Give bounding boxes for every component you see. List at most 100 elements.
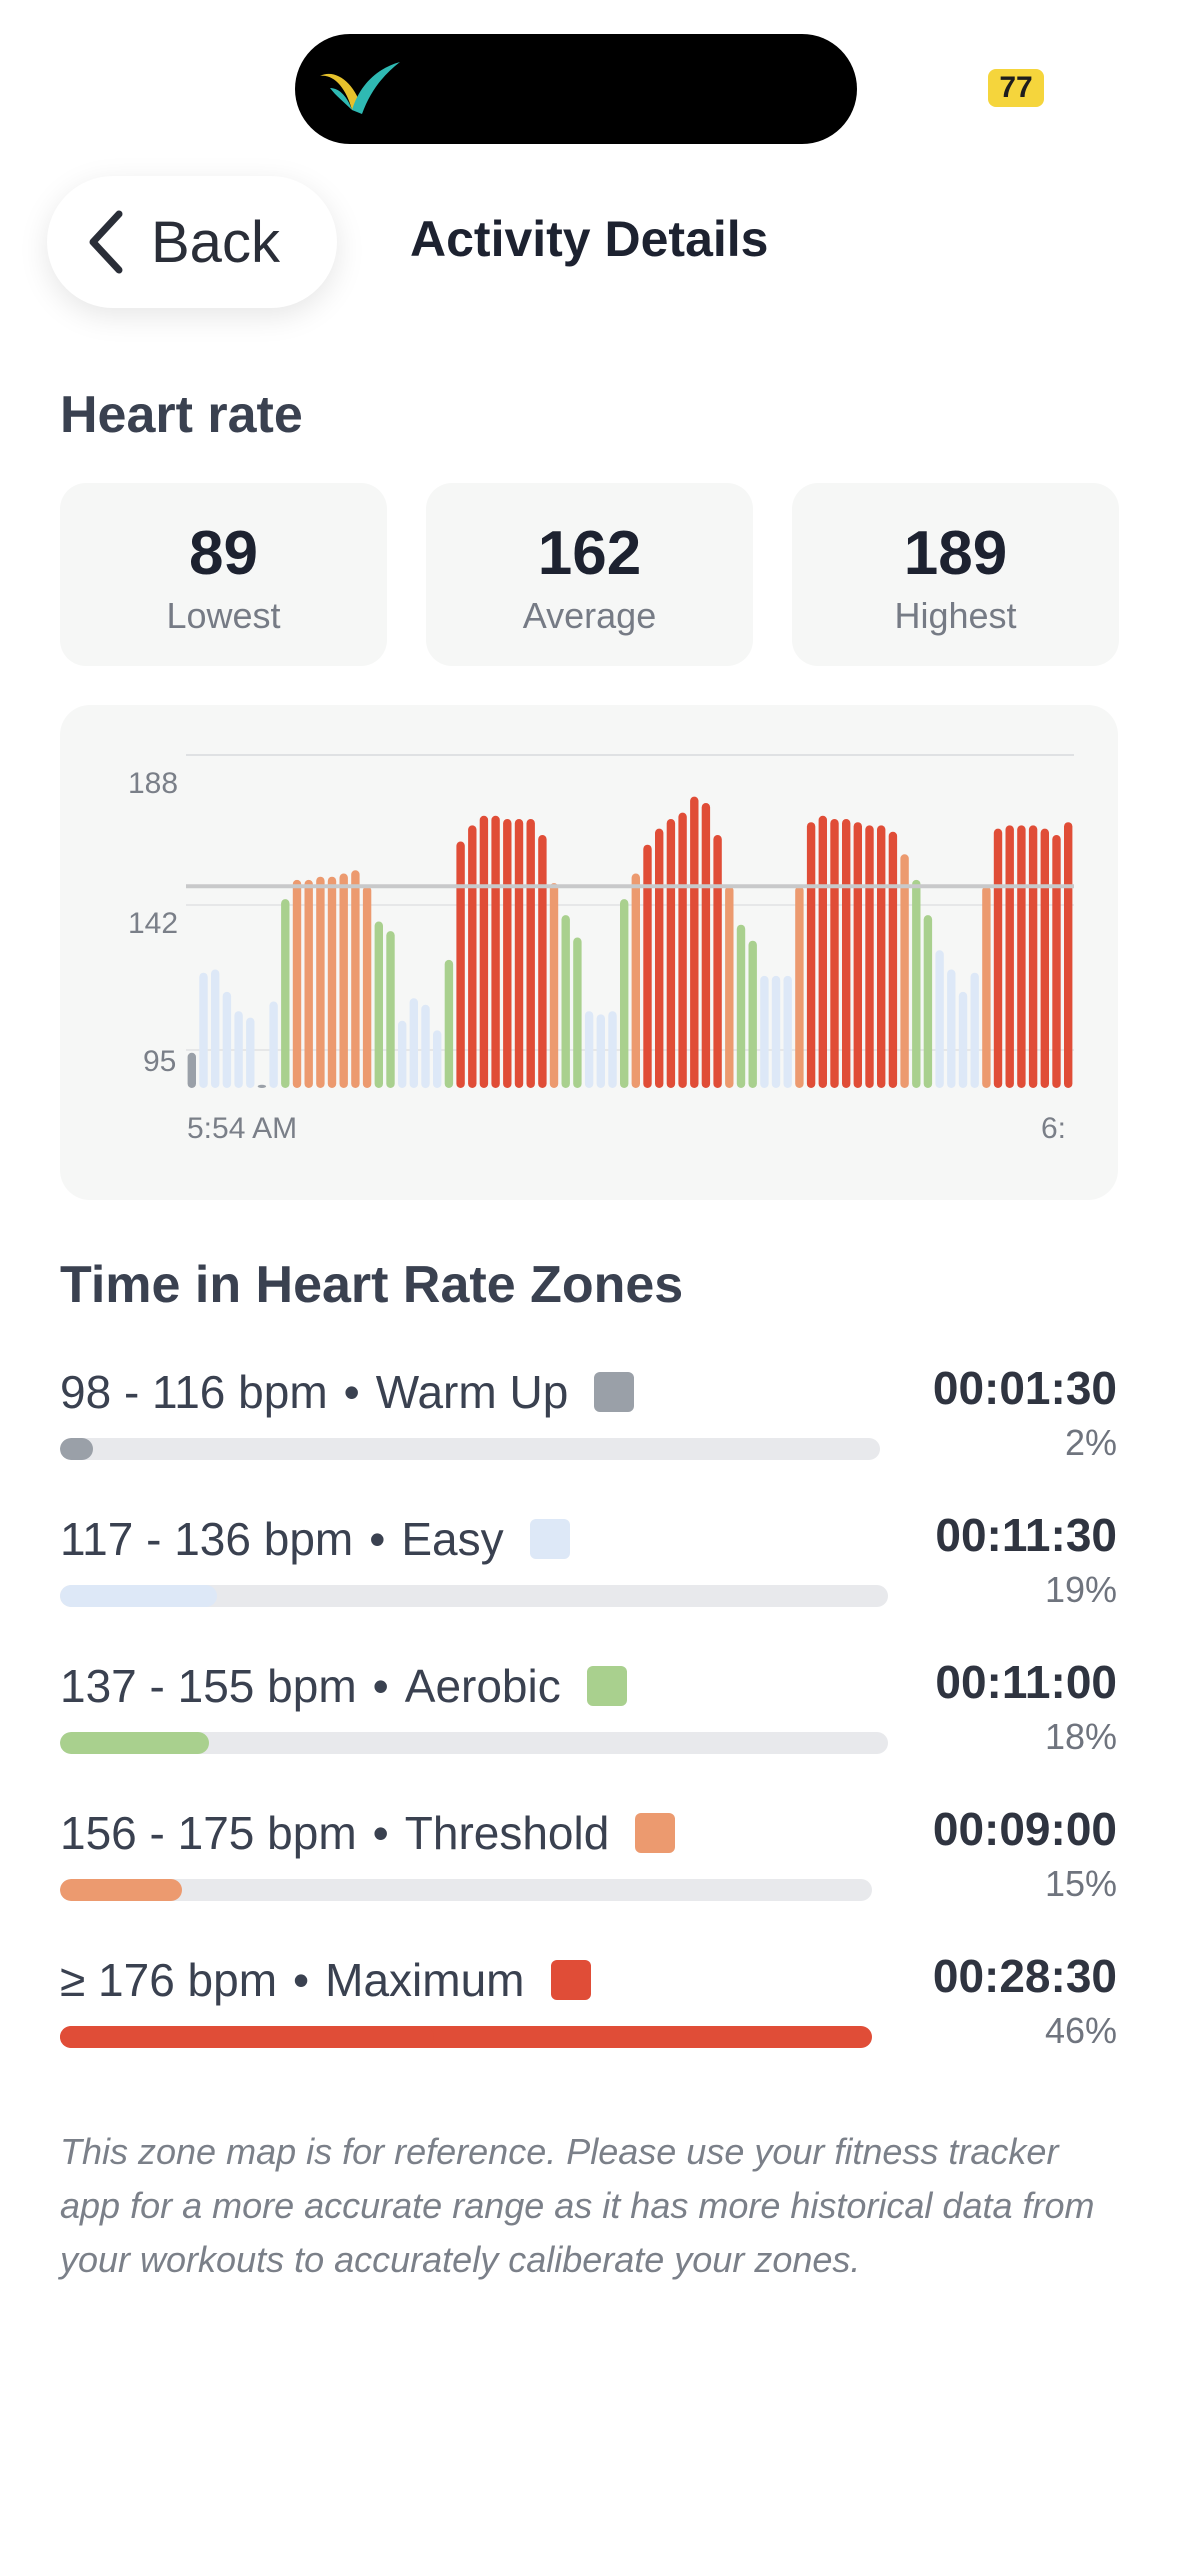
y-tick-label: 95	[143, 1045, 176, 1078]
heart-rate-title: Heart rate	[60, 386, 303, 444]
heart-rate-bar	[993, 828, 1003, 1088]
zone-progress-bar	[60, 2026, 872, 2048]
heart-rate-bar	[806, 822, 816, 1088]
heart-rate-bar	[351, 870, 360, 1088]
zone-progress-fill	[60, 1438, 93, 1460]
heart-rate-bar	[631, 873, 640, 1088]
heart-rate-bar	[549, 883, 559, 1088]
heart-rate-chart-svg: 188 142 95 5:54 AM 6:	[128, 754, 1074, 1145]
zone-color-swatch	[550, 1960, 591, 2000]
heart-rate-bar	[187, 1052, 196, 1088]
heart-rate-bar	[760, 975, 769, 1088]
heart-rate-bar	[690, 796, 699, 1088]
heart-rate-bar	[877, 825, 886, 1088]
heart-rate-bar	[842, 819, 851, 1088]
x-tick-label: 6:	[1041, 1112, 1066, 1145]
zone-label: ≥ 176 bpm • Maximum	[60, 1953, 591, 2007]
heart-rate-bar	[620, 899, 629, 1088]
heart-rate-bar	[292, 879, 302, 1088]
heart-rate-bar	[783, 975, 792, 1088]
stat-average: 162 Average	[426, 483, 753, 666]
heart-rate-bar	[900, 854, 909, 1088]
zone-name: Maximum	[325, 1954, 525, 2006]
heart-rate-bar	[409, 998, 418, 1088]
zone-label: 117 - 136 bpm • Easy	[60, 1512, 570, 1566]
zone-name: Warm Up	[375, 1366, 569, 1418]
stat-value: 162	[537, 519, 642, 588]
disclaimer: This zone map is for reference. Please u…	[60, 2131, 1095, 2280]
heart-rate-bar	[339, 873, 348, 1088]
heart-rate-bar	[853, 822, 862, 1088]
stat-label: Average	[522, 595, 657, 636]
stat-value: 189	[903, 519, 1008, 588]
heart-rate-bar	[795, 886, 804, 1088]
zone-name: Threshold	[404, 1807, 610, 1859]
heart-rate-bar	[269, 1001, 278, 1088]
stat-value: 89	[189, 519, 258, 588]
zone-separator: •	[372, 1807, 389, 1859]
heart-rate-bar	[561, 915, 570, 1088]
zone-percent: 15%	[1044, 1863, 1117, 1904]
zone-range: 98 - 116 bpm	[60, 1366, 328, 1418]
heart-rate-bar	[281, 899, 290, 1088]
heart-rate-bar	[666, 819, 676, 1088]
heart-rate-bar	[970, 972, 979, 1088]
heart-rate-bar	[1028, 825, 1038, 1088]
chevron-left-icon	[89, 210, 123, 274]
heart-rate-bar	[958, 991, 968, 1088]
zone-progress-fill	[60, 1732, 210, 1754]
zone-percent: 18%	[1044, 1716, 1117, 1757]
zone-color-swatch	[586, 1666, 627, 1706]
heart-rate-bar	[1040, 828, 1049, 1088]
zone-label: 98 - 116 bpm • Warm Up	[60, 1365, 635, 1419]
heart-rate-bar	[386, 931, 395, 1088]
heart-rate-bar	[479, 815, 489, 1088]
stat-label: Highest	[894, 595, 1017, 636]
y-tick-label: 188	[128, 767, 178, 800]
heart-rate-bar	[421, 1004, 430, 1089]
heart-rate-bar	[573, 937, 582, 1088]
dynamic-island	[295, 34, 857, 144]
heart-rate-bar	[1064, 822, 1073, 1088]
heart-rate-bar	[491, 815, 500, 1088]
zone-range: 117 - 136 bpm	[60, 1513, 354, 1565]
y-tick-label: 142	[128, 907, 178, 940]
battery-level: 77	[988, 69, 1044, 107]
heart-rate-bar	[257, 1084, 267, 1088]
heart-rate-bar	[643, 844, 652, 1088]
heart-rate-bar	[503, 819, 512, 1088]
zone-label: 156 - 175 bpm • Threshold	[60, 1806, 676, 1860]
heart-rate-bar	[584, 1011, 594, 1088]
heart-rate-bar	[304, 879, 313, 1088]
heart-rate-bar	[713, 835, 722, 1088]
zone-separator: •	[293, 1954, 310, 2006]
zones-title: Time in Heart Rate Zones	[60, 1256, 684, 1314]
heart-rate-bar	[888, 831, 898, 1088]
heart-rate-bar	[982, 886, 991, 1088]
heart-rate-bar	[199, 972, 208, 1088]
x-tick-label: 5:54 AM	[187, 1112, 297, 1145]
zone-time: 00:11:00	[935, 1656, 1117, 1708]
heart-rate-bar	[327, 876, 337, 1088]
back-button[interactable]: Back	[47, 176, 337, 308]
checkmark-wing-logo-icon	[320, 62, 400, 114]
heart-rate-bar	[678, 812, 687, 1088]
zone-percent: 2%	[1064, 1422, 1117, 1463]
zone-progress-bar	[60, 1879, 872, 1901]
heart-rate-bar	[316, 876, 325, 1088]
zone-progress-bar	[60, 1732, 888, 1754]
zone-range: ≥ 176 bpm	[60, 1954, 278, 2006]
heart-rate-chart: 188 142 95 5:54 AM 6:	[60, 705, 1118, 1200]
heart-rate-bar	[433, 1030, 442, 1088]
zone-separator: •	[372, 1660, 389, 1712]
heart-rate-bar	[771, 975, 781, 1088]
heart-rate-bar	[222, 991, 232, 1088]
zone-progress-fill	[60, 1879, 182, 1901]
heart-rate-bar	[818, 815, 827, 1088]
heart-rate-bar	[701, 803, 711, 1088]
heart-rate-bar	[912, 879, 921, 1088]
zone-time: 00:01:30	[932, 1362, 1117, 1414]
heart-rate-bar	[947, 969, 956, 1088]
heart-rate-bar	[736, 924, 746, 1088]
zone-time: 00:09:00	[932, 1803, 1117, 1855]
